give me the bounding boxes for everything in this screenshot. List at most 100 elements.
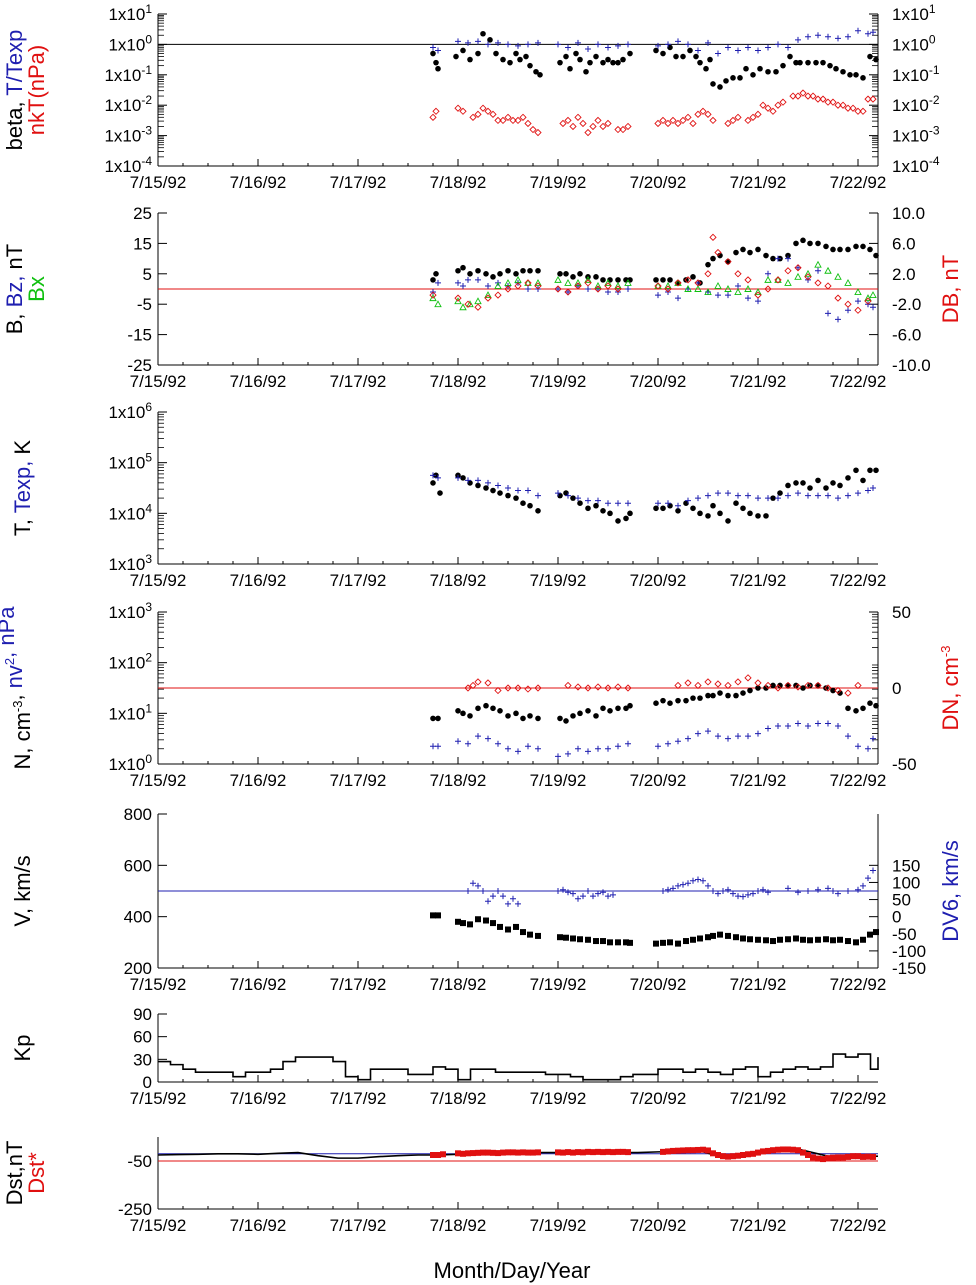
data-point (705, 261, 711, 268)
data-point (820, 59, 826, 66)
data-point (557, 492, 563, 499)
data-point (747, 249, 753, 256)
data-point (535, 745, 541, 752)
data-point (627, 510, 633, 517)
left-tick-label: 1x101 (108, 2, 152, 24)
data-point (525, 487, 531, 494)
data-point (605, 289, 611, 296)
data-point (800, 1149, 806, 1156)
data-point (513, 923, 519, 930)
left-axis-title: Bx (24, 276, 49, 302)
data-point (577, 56, 583, 63)
data-point (557, 715, 563, 722)
data-point (844, 278, 852, 286)
data-point (680, 53, 686, 60)
left-tick-label: 1x104 (108, 501, 152, 523)
data-point (834, 686, 842, 695)
data-point (674, 119, 682, 128)
data-point (664, 285, 672, 293)
data-point (724, 119, 732, 128)
data-point (715, 890, 721, 897)
data-point (490, 487, 496, 494)
data-point (675, 295, 681, 302)
x-axis-title: Month/Day/Year (434, 1258, 591, 1283)
data-point (720, 888, 726, 894)
left-tick-label: -5 (137, 295, 152, 314)
data-point (615, 42, 621, 49)
data-point (615, 705, 621, 712)
data-point (870, 304, 876, 311)
data-point (717, 931, 723, 938)
data-point (770, 938, 776, 945)
data-point (467, 921, 473, 928)
data-point (714, 248, 722, 257)
data-point (725, 932, 731, 939)
x-tick-label: 7/22/92 (830, 173, 887, 192)
data-point (825, 885, 831, 892)
data-point (860, 882, 866, 889)
data-point (595, 745, 601, 752)
data-point (483, 485, 489, 491)
series-red (464, 674, 862, 697)
data-point (715, 292, 721, 299)
right-tick-label: -10.0 (892, 356, 931, 375)
data-point (850, 1153, 856, 1160)
data-point (685, 41, 691, 48)
data-point (785, 885, 791, 892)
x-tick-label: 7/21/92 (730, 975, 787, 994)
data-point (733, 692, 739, 699)
data-point (735, 492, 741, 499)
data-point (454, 294, 462, 302)
data-point (695, 730, 701, 737)
series-red (429, 233, 872, 314)
right-tick-label: 1x10-3 (892, 124, 940, 146)
x-tick-label: 7/20/92 (630, 975, 687, 994)
data-point (764, 681, 772, 690)
data-point (455, 1150, 461, 1157)
data-point (659, 116, 667, 125)
data-point (625, 286, 631, 292)
data-point (829, 98, 837, 106)
data-point (674, 681, 682, 690)
data-point (560, 1149, 566, 1156)
data-point (570, 713, 576, 719)
data-point (730, 1153, 736, 1160)
data-point (675, 697, 681, 704)
x-tick-label: 7/22/92 (830, 372, 887, 391)
right-tick-label: 1x10-1 (892, 63, 940, 85)
data-point (720, 1153, 726, 1160)
data-point (777, 936, 783, 943)
data-point (624, 684, 632, 692)
data-point (459, 107, 467, 115)
data-point (524, 119, 532, 128)
left-tick-label: 1x105 (108, 451, 152, 473)
x-tick-label: 7/19/92 (530, 1216, 587, 1235)
data-point (475, 482, 481, 489)
data-point (667, 700, 673, 706)
data-point (667, 44, 673, 51)
data-point (715, 50, 721, 57)
data-point (555, 1149, 561, 1156)
data-point (484, 679, 492, 687)
data-point (867, 467, 873, 474)
data-point (847, 72, 853, 78)
data-point (795, 720, 801, 727)
data-point (474, 110, 482, 118)
data-point (673, 53, 679, 60)
data-point (559, 119, 567, 128)
data-point (845, 733, 851, 740)
data-point (823, 485, 829, 491)
data-point (869, 95, 877, 103)
data-point (824, 684, 832, 692)
left-tick-label: 1x10-4 (104, 154, 152, 176)
data-point (535, 932, 541, 939)
data-point (733, 934, 739, 941)
data-point (725, 886, 731, 893)
data-point (674, 279, 682, 287)
data-point (430, 480, 436, 486)
data-point (867, 53, 873, 60)
data-point (524, 685, 532, 693)
data-point (855, 298, 861, 305)
data-point (800, 685, 806, 691)
data-point (805, 1152, 811, 1158)
